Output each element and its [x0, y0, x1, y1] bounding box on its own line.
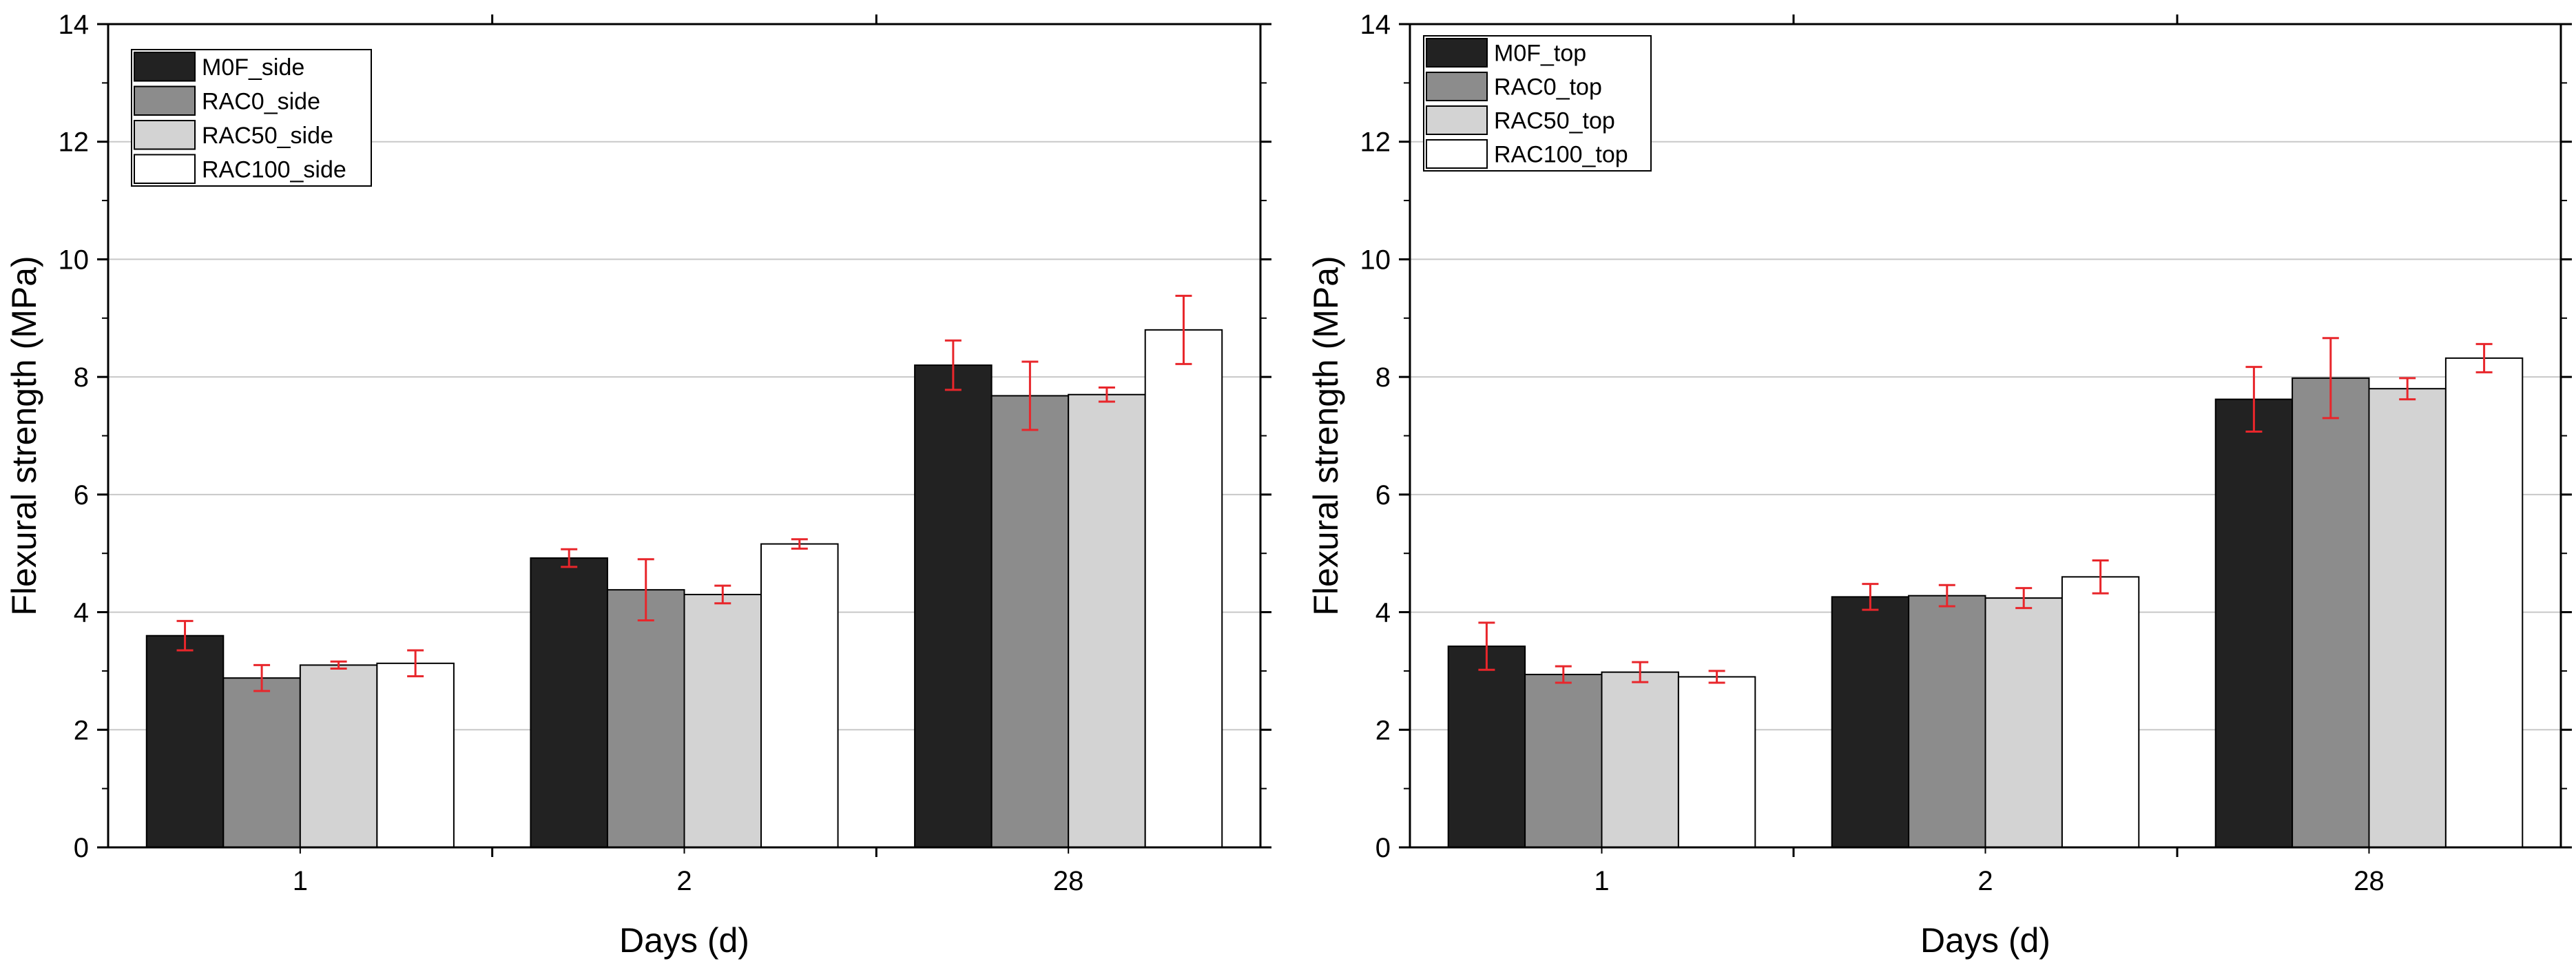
bar-RAC50_side-28 [1068, 393, 1146, 848]
x-tick-label: 28 [2354, 866, 2385, 896]
bar-M0F_side-2 [530, 557, 608, 848]
y-axis-title: Flexural strength (MPa) [5, 256, 43, 615]
y-tick-label: 12 [59, 127, 90, 158]
bar-M0F_top-2 [1831, 596, 1910, 849]
legend-label: RAC50_side [202, 123, 333, 149]
y-tick-label: 4 [74, 598, 89, 628]
bar-RAC50_side-1 [299, 664, 378, 849]
bar-RAC0_side-2 [606, 589, 685, 849]
bar-RAC0_top-28 [2292, 377, 2370, 848]
bar-RAC50_top-1 [1601, 671, 1679, 849]
y-axis-title: Flexural strength (MPa) [1307, 256, 1345, 615]
bar-M0F_top-28 [2214, 398, 2294, 848]
legend-swatch-RAC100_top [1426, 139, 1488, 169]
y-tick-label: 14 [59, 10, 90, 40]
legend-swatch-RAC100_side [134, 154, 196, 184]
bar-RAC100_top-1 [1677, 676, 1756, 849]
legend-swatch-RAC50_side [134, 120, 196, 150]
y-tick-label: 12 [1360, 127, 1391, 158]
bar-RAC100_side-28 [1144, 329, 1223, 849]
bar-RAC0_side-1 [222, 677, 301, 849]
legend-label: RAC0_top [1494, 74, 1602, 101]
legend-swatch-RAC0_top [1426, 72, 1488, 101]
bar-M0F_side-1 [145, 634, 225, 848]
y-tick-label: 8 [74, 362, 89, 393]
legend-label: RAC100_side [202, 156, 346, 183]
y-tick-label: 2 [1375, 715, 1391, 745]
bar-M0F_top-1 [1447, 646, 1526, 848]
bar-RAC50_top-2 [1984, 597, 2063, 848]
x-tick-label: 28 [1053, 866, 1084, 896]
legend-label: M0F_side [202, 54, 304, 81]
bar-M0F_side-28 [914, 364, 993, 848]
legend-swatch-RAC50_top [1426, 105, 1488, 135]
x-tick-label: 2 [676, 866, 692, 896]
y-tick-label: 8 [1375, 362, 1391, 393]
legend-swatch-RAC0_side [134, 85, 196, 116]
legend-label: M0F_top [1494, 41, 1586, 67]
legend: M0F_top RAC0_top RAC50_top RAC100_top [1423, 35, 1652, 172]
bar-RAC0_top-2 [1908, 595, 1986, 849]
y-tick-label: 14 [1360, 10, 1391, 40]
y-tick-label: 0 [1375, 833, 1391, 863]
legend-label: RAC100_top [1494, 142, 1628, 168]
bar-RAC50_side-2 [683, 593, 762, 848]
legend-label: RAC50_top [1494, 108, 1615, 134]
x-tick-label: 1 [293, 866, 308, 896]
y-tick-label: 10 [1360, 245, 1391, 275]
bar-RAC100_side-2 [760, 543, 839, 848]
legend: M0F_side RAC0_side RAC50_side RAC100_side [131, 49, 372, 187]
bar-RAC0_side-28 [990, 395, 1070, 848]
legend-label: RAC0_side [202, 88, 320, 114]
y-tick-label: 10 [59, 245, 90, 275]
bar-RAC100_side-1 [376, 662, 455, 848]
y-tick-label: 0 [74, 833, 89, 863]
bar-RAC50_top-28 [2368, 388, 2447, 848]
y-tick-label: 6 [1375, 480, 1391, 510]
x-axis-title: Days (d) [619, 921, 749, 960]
y-tick-label: 6 [74, 480, 89, 510]
x-tick-label: 2 [1977, 866, 1993, 896]
x-tick-label: 1 [1594, 866, 1609, 896]
legend-swatch-M0F_side [134, 52, 196, 82]
bar-RAC0_top-1 [1524, 674, 1603, 848]
y-tick-label: 2 [74, 715, 89, 745]
bar-RAC100_top-28 [2444, 357, 2524, 848]
bar-RAC100_top-2 [2061, 576, 2140, 848]
y-tick-label: 4 [1375, 598, 1391, 628]
legend-swatch-M0F_top [1426, 38, 1488, 68]
x-axis-title: Days (d) [1920, 921, 2050, 960]
